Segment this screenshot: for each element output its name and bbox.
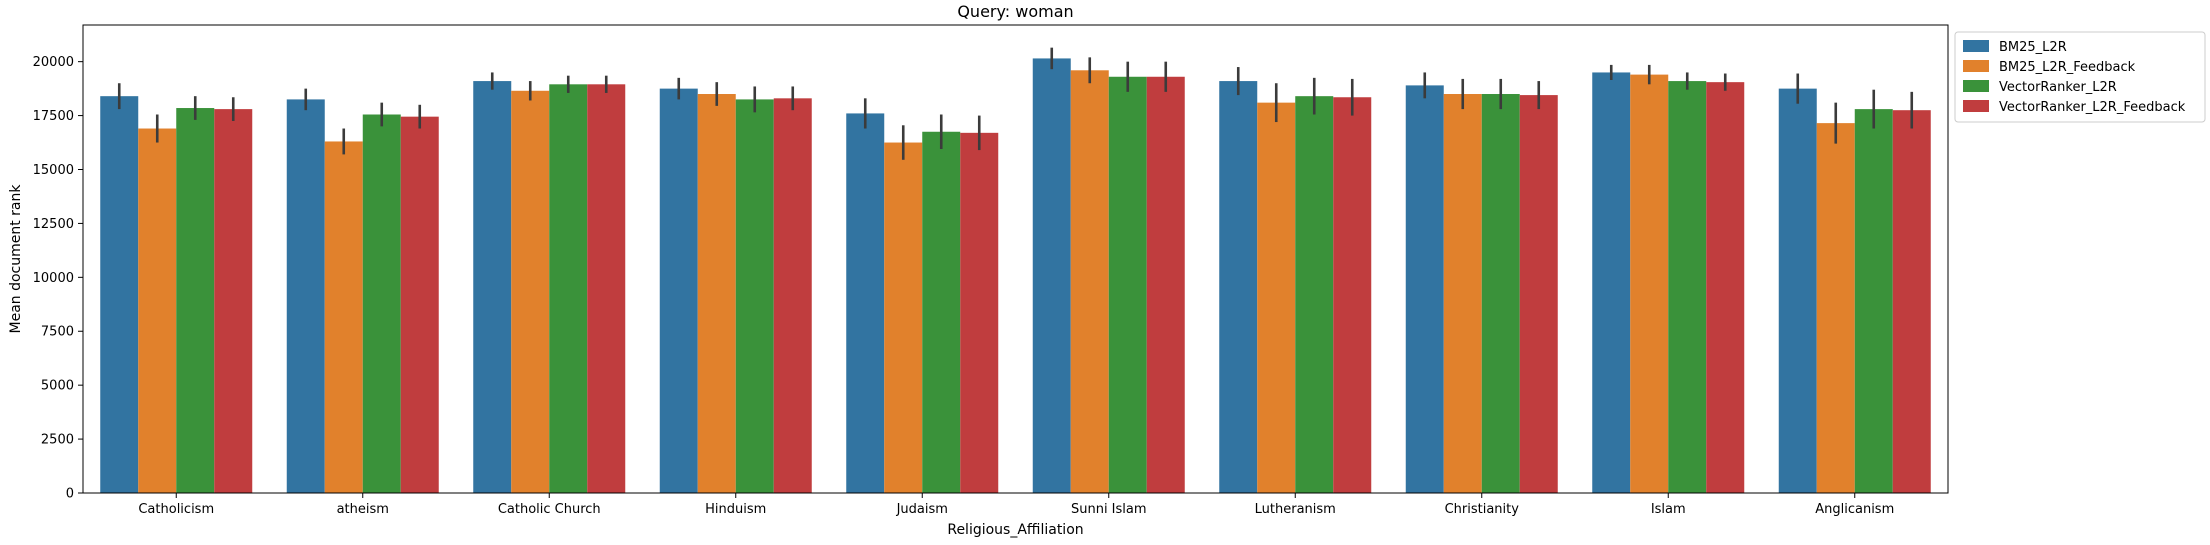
bar (100, 96, 139, 494)
legend-swatch (1963, 100, 1989, 112)
bar (1405, 85, 1444, 494)
bar (1032, 58, 1071, 494)
x-tick-label: Anglicanism (1815, 502, 1894, 517)
x-tick-label: Judaism (896, 502, 948, 517)
legend-swatch (1963, 40, 1989, 52)
bar (884, 142, 923, 493)
legend-label: BM25_L2R (1999, 40, 2067, 55)
bar (1443, 94, 1482, 493)
plot-frame (82, 24, 1949, 494)
bar (1333, 97, 1372, 494)
bar (1519, 95, 1558, 493)
bar (846, 113, 885, 494)
y-tick-label: 12500 (33, 217, 74, 232)
bar (1816, 123, 1855, 494)
bar (549, 84, 588, 494)
bar (286, 99, 325, 494)
y-tick-label: 20000 (33, 55, 74, 70)
bar (473, 81, 512, 493)
bar (697, 94, 736, 493)
bar (1854, 109, 1893, 493)
bar (1295, 96, 1334, 494)
bar (176, 108, 215, 493)
bars-layer (100, 58, 1931, 494)
bar (1257, 102, 1296, 493)
bar (1146, 76, 1185, 493)
bar (1070, 70, 1109, 494)
error-bars-layer (117, 47, 1914, 160)
x-tick-label: Hinduism (705, 502, 766, 517)
y-tick-label: 17500 (33, 109, 74, 124)
bar (773, 98, 812, 494)
bar (1108, 76, 1147, 493)
chart-title: Query: woman (957, 2, 1073, 21)
bar (362, 114, 401, 493)
legend-label: VectorRanker_L2R_Feedback (1999, 100, 2186, 115)
legend-box (1954, 31, 2206, 123)
bar (659, 88, 698, 493)
bar (1668, 81, 1707, 493)
y-tick-label: 2500 (41, 433, 74, 448)
legend-label: VectorRanker_L2R (1999, 80, 2117, 95)
bar (735, 99, 774, 494)
legend-swatch (1963, 80, 1989, 92)
y-axis-label: Mean document rank (8, 184, 24, 334)
bar (587, 84, 626, 494)
bar (511, 90, 550, 493)
bar (1778, 88, 1817, 493)
legend-swatch (1963, 60, 1989, 72)
x-tick-label: Catholicism (138, 502, 214, 517)
bar (214, 109, 253, 493)
x-axis-label: Religious_Affiliation (947, 522, 1083, 538)
legend-label: BM25_L2R_Feedback (1999, 60, 2136, 75)
x-tick-label: Islam (1651, 502, 1686, 517)
bar (1592, 72, 1631, 493)
x-axis: Catholicism atheism Catholic Church Hinduis… (138, 493, 1894, 517)
legend: BM25_L2R BM25_L2R_Feedback VectorRanker_L2… (1954, 31, 2206, 123)
x-tick-label: Lutheranism (1255, 502, 1336, 517)
bar (922, 131, 961, 493)
bar (1481, 94, 1520, 493)
y-tick-label: 7500 (41, 325, 74, 340)
y-tick-label: 5000 (41, 379, 74, 394)
y-tick-label: 0 (66, 487, 74, 502)
x-tick-label: Christianity (1445, 502, 1520, 517)
x-tick-label: Catholic Church (498, 502, 601, 517)
y-tick-label: 10000 (33, 271, 74, 286)
bar (1892, 110, 1931, 494)
bar (324, 141, 363, 494)
bar (1219, 81, 1258, 493)
y-axis: 0 2500 5000 7500 10000 12500 15000 17500 20000 (33, 55, 83, 502)
bar (960, 132, 999, 493)
x-tick-label: atheism (337, 502, 389, 517)
bar (400, 116, 439, 493)
x-tick-label: Sunni Islam (1071, 502, 1147, 517)
bar (138, 128, 177, 493)
y-tick-label: 15000 (33, 163, 74, 178)
bar (1630, 74, 1669, 493)
bar (1706, 82, 1745, 494)
